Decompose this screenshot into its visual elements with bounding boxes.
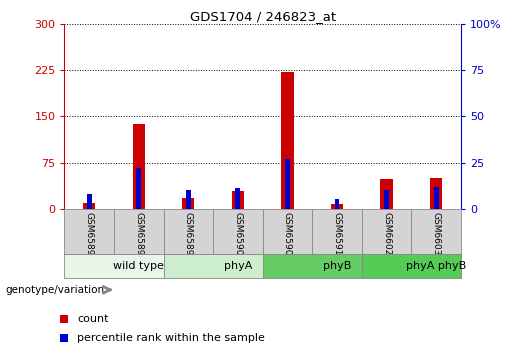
Text: count: count — [77, 314, 109, 324]
Text: phyA phyB: phyA phyB — [406, 261, 466, 270]
Bar — [263, 254, 362, 278]
Text: phyA: phyA — [224, 261, 252, 270]
Bar — [186, 190, 191, 209]
Bar — [331, 204, 343, 209]
Bar — [64, 209, 114, 254]
Text: percentile rank within the sample: percentile rank within the sample — [77, 333, 265, 343]
Text: GSM65897: GSM65897 — [134, 212, 143, 262]
Bar — [335, 199, 339, 209]
Bar — [430, 178, 442, 209]
Bar — [132, 124, 145, 209]
Bar — [213, 209, 263, 254]
Text: GSM65904: GSM65904 — [283, 212, 292, 262]
Bar — [434, 187, 439, 209]
Text: wild type: wild type — [113, 261, 164, 270]
Bar — [381, 179, 393, 209]
Text: GSM66029: GSM66029 — [382, 212, 391, 262]
Bar — [312, 209, 362, 254]
Text: GSM66030: GSM66030 — [432, 212, 441, 262]
Bar — [182, 198, 195, 209]
Bar — [411, 209, 461, 254]
Text: GSM65898: GSM65898 — [184, 212, 193, 262]
Bar — [64, 254, 163, 278]
Bar — [114, 209, 163, 254]
Bar — [163, 254, 263, 278]
Title: GDS1704 / 246823_at: GDS1704 / 246823_at — [190, 10, 336, 23]
Text: GSM65902: GSM65902 — [233, 212, 243, 262]
Bar — [263, 209, 312, 254]
Text: GSM65896: GSM65896 — [84, 212, 94, 262]
Bar — [87, 194, 92, 209]
Bar — [136, 168, 141, 209]
Text: genotype/variation: genotype/variation — [5, 285, 104, 295]
Bar — [362, 209, 411, 254]
Bar — [384, 190, 389, 209]
Bar — [281, 72, 294, 209]
Text: phyB: phyB — [323, 261, 351, 270]
Text: GSM65910: GSM65910 — [333, 212, 341, 262]
Bar — [362, 254, 461, 278]
Bar — [83, 203, 95, 209]
Bar — [163, 209, 213, 254]
Bar — [232, 191, 244, 209]
Bar — [235, 188, 241, 209]
Bar — [285, 159, 290, 209]
